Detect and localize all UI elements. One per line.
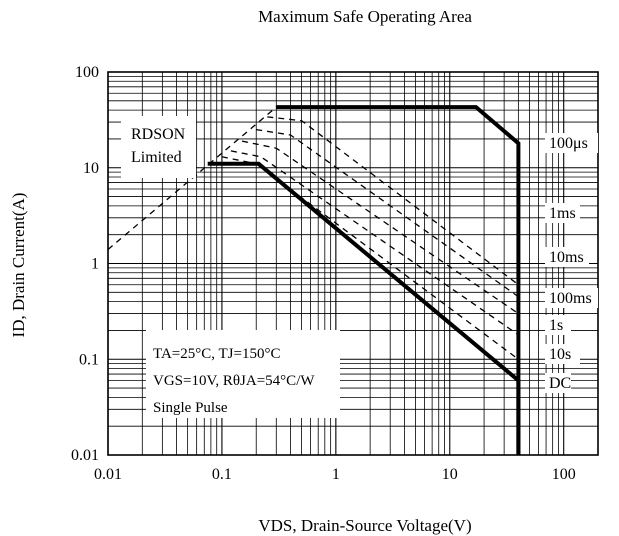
series-label-bg: [545, 203, 580, 223]
x-tick-label: 10: [442, 466, 458, 483]
series-label: 10s: [549, 346, 571, 363]
y-tick-label: 1: [91, 256, 99, 273]
y-tick-label: 0.01: [71, 447, 99, 464]
series-label: 1s: [549, 317, 563, 334]
series-label: 1ms: [549, 205, 576, 222]
conditions-box: TA=25°C, TJ=150°C VGS=10V, RθJA=54°C/W S…: [146, 330, 340, 418]
y-tick-label: 0.1: [79, 351, 99, 368]
series-line: [256, 128, 519, 298]
series-label-bg: [545, 133, 598, 153]
tick-labels: 0.01 0.1 1 10 100 0.01 0.1 1 10 100: [71, 64, 576, 483]
y-tick-label: 100: [75, 64, 99, 81]
conditions-box-bg: [146, 330, 340, 418]
chart-title: Maximum Safe Operating Area: [258, 7, 472, 26]
series-lines: [107, 105, 521, 455]
rdson-limit-line: [107, 106, 277, 250]
x-tick-label: 0.1: [212, 466, 232, 483]
rdson-box-bg: [121, 116, 196, 178]
series-line: [276, 105, 521, 455]
x-tick-label: 1: [332, 466, 340, 483]
y-tick-label: 10: [83, 160, 99, 177]
series-labels: 100μs 1ms 10ms 100ms 1s 10s DC: [545, 133, 598, 393]
series-label: 100μs: [549, 135, 588, 152]
condition-pulse: Single Pulse: [153, 400, 228, 416]
series-label: 100ms: [549, 290, 592, 307]
rdson-box: RDSON Limited: [121, 116, 196, 178]
series-line: [241, 140, 519, 315]
series-label-bg: [545, 247, 589, 267]
condition-temperature: TA=25°C, TJ=150°C: [153, 346, 280, 362]
series-label-bg: [545, 288, 598, 308]
y-axis-label: ID, Drain Current(A): [9, 193, 28, 338]
series-label-bg: [545, 344, 580, 364]
series-label-bg: [545, 315, 571, 335]
x-tick-label: 0.01: [94, 466, 122, 483]
rdson-label-line1: RDSON: [131, 126, 186, 143]
series-line: [207, 161, 521, 455]
plot-frame: [107, 71, 599, 456]
series-line: [267, 116, 519, 286]
series-label: 10ms: [549, 249, 584, 266]
x-tick-label: 100: [552, 466, 576, 483]
x-axis-label: VDS, Drain-Source Voltage(V): [258, 516, 471, 535]
condition-gate-voltage: VGS=10V, RθJA=54°C/W: [153, 373, 315, 389]
series-label: DC: [549, 375, 571, 392]
rdson-label-line2: Limited: [131, 149, 182, 166]
series-label-bg: [545, 373, 571, 393]
